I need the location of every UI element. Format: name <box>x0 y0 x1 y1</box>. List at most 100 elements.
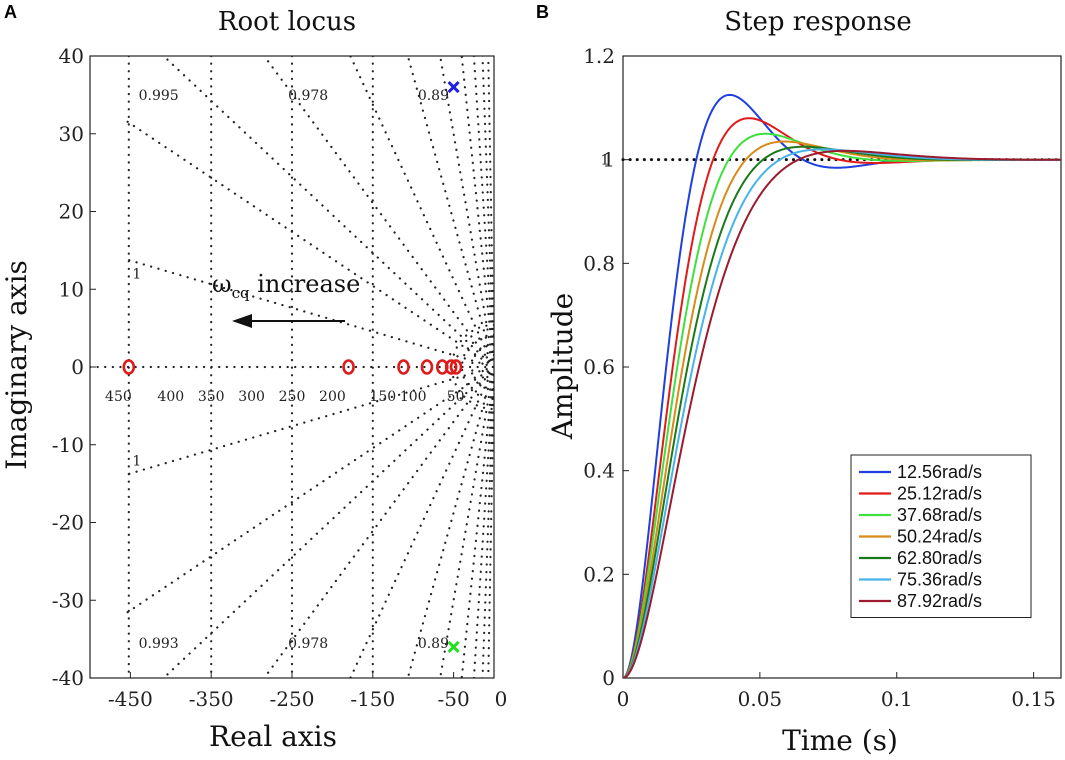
damping-ray-8-1 <box>439 365 494 678</box>
y-tick-label-0: 40 <box>59 44 84 68</box>
damping-label-2: 0.89 <box>418 88 449 104</box>
pole-marker-1 <box>447 640 460 653</box>
zero-marker-1 <box>342 359 355 375</box>
damping-ray-12-0 <box>487 56 494 369</box>
damping-ray-4-0 <box>162 56 494 369</box>
panel-b-label: B <box>536 2 549 22</box>
step-response-legend: 12.56rad/s25.12rad/s37.68rad/s50.24rad/s… <box>850 454 1032 618</box>
damping-ray-5-1 <box>262 365 494 678</box>
svg-text:ωcq increase: ωcq increase <box>212 270 360 302</box>
damping-ray-6-0 <box>349 56 494 369</box>
damping-ray-5-0 <box>262 56 494 369</box>
root-locus-ylabel: Imaginary axis <box>0 260 33 470</box>
reference-label: 1 <box>601 153 610 169</box>
y-tick-label-4: 0 <box>71 355 84 379</box>
freq-label-50: 50 <box>447 389 465 405</box>
damping-ray-7-1 <box>406 365 494 678</box>
x-tick-label-1: -350 <box>189 687 234 711</box>
step-response-title: Step response <box>724 7 911 37</box>
series-line-6 <box>623 149 1061 678</box>
freq-label-350: 350 <box>198 389 225 405</box>
b-y-tick-label-4: 0.4 <box>583 459 615 483</box>
damping-ray-10-0 <box>472 56 494 369</box>
root-locus-xlabel: Real axis <box>209 720 337 753</box>
damping-label-4: 1 <box>132 453 141 469</box>
root-locus-axis-ticks: -450 -350 -250 -150 -50 0403020100-10-20-30-4… <box>52 44 508 711</box>
x-tick-label-2: -250 <box>270 687 315 711</box>
step-response-series <box>621 93 1063 678</box>
step-response-axis-ticks: 0 0.05 0.1 0.151.210.80.60.40.201 <box>583 44 1056 711</box>
b-x-tick-label-3: 0.15 <box>1011 687 1056 711</box>
b-y-tick-label-1: 1 <box>602 148 615 172</box>
zero-marker-3 <box>420 359 434 375</box>
x-tick-label-5: 0 <box>495 687 508 711</box>
damping-ray-9-1 <box>460 365 494 678</box>
y-tick-label-5: -10 <box>52 433 84 457</box>
pole-marker-0 <box>447 81 460 94</box>
b-y-tick-label-5: 0.2 <box>583 562 615 586</box>
zero-marker-5 <box>444 359 458 375</box>
damping-ray-2-0 <box>121 365 494 477</box>
damping-ray-0-0 <box>121 117 494 369</box>
freq-label-450: 450 <box>105 389 132 405</box>
damping-ray-3-0 <box>121 365 494 617</box>
y-tick-label-7: -30 <box>52 588 84 612</box>
damping-ray-11-1 <box>481 365 494 678</box>
step-response-xlabel: Time (s) <box>782 724 898 757</box>
b-y-tick-label-2: 0.8 <box>583 251 615 275</box>
damping-label-1: 0.978 <box>288 88 328 104</box>
y-tick-label-2: 20 <box>59 200 84 224</box>
root-locus-title: Root locus <box>218 7 356 37</box>
legend-label-4: 62.80rad/s <box>897 548 982 568</box>
freq-label-400: 400 <box>157 389 184 405</box>
legend-label-2: 37.68rad/s <box>897 505 982 525</box>
freq-label-150: 150 <box>369 389 396 405</box>
legend-label-0: 12.56rad/s <box>897 462 982 482</box>
omega-symbol: ω <box>212 270 232 298</box>
damping-ray-7-0 <box>406 56 494 369</box>
annotation-text: increase <box>250 270 361 298</box>
b-y-tick-label-0: 1.2 <box>583 44 615 68</box>
b-y-tick-label-3: 0.6 <box>583 355 615 379</box>
damping-label-6: 0.978 <box>288 636 328 652</box>
freq-label-300: 300 <box>238 389 265 405</box>
root-locus-grid <box>90 56 494 678</box>
freq-label-100: 100 <box>400 389 427 405</box>
zero-marker-0 <box>122 359 136 375</box>
damping-label-7: 0.89 <box>418 636 449 652</box>
damping-ray-4-1 <box>162 365 494 678</box>
b-x-tick-label-1: 0.05 <box>738 687 783 711</box>
zero-marker-6 <box>449 359 463 375</box>
damping-label-0: 0.995 <box>139 88 179 104</box>
damping-ray-8-0 <box>439 56 494 369</box>
freq-label-200: 200 <box>319 389 346 405</box>
legend-label-5: 75.36rad/s <box>897 570 982 590</box>
freq-arc-3 <box>450 323 494 411</box>
b-x-tick-label-0: 0 <box>617 687 630 711</box>
x-tick-label-4: -50 <box>437 687 469 711</box>
zero-marker-2 <box>397 359 410 375</box>
step-response-ylabel: Amplitude <box>546 293 579 440</box>
increase-annotation: ωcq increase <box>212 270 360 328</box>
y-tick-label-6: -20 <box>52 511 84 535</box>
damping-ray-10-1 <box>472 365 494 678</box>
b-x-tick-label-2: 0.1 <box>881 687 913 711</box>
y-tick-label-3: 10 <box>59 277 84 301</box>
freq-label-250: 250 <box>279 389 306 405</box>
x-tick-label-3: -150 <box>350 687 395 711</box>
y-tick-label-1: 30 <box>59 122 84 146</box>
damping-ray-9-0 <box>460 56 494 369</box>
damping-ray-11-0 <box>481 56 494 369</box>
damping-label-5: 0.993 <box>139 636 179 652</box>
damping-label-3: 1 <box>132 267 141 283</box>
legend-label-3: 50.24rad/s <box>897 527 982 547</box>
b-y-tick-label-6: 0 <box>602 666 615 690</box>
root-locus-marks <box>122 81 463 653</box>
panel-a-label: A <box>4 2 17 22</box>
legend-label-1: 25.12rad/s <box>897 484 982 504</box>
damping-ray-12-1 <box>487 365 494 678</box>
increase-arrow-head <box>232 314 252 328</box>
x-tick-label-0: -450 <box>108 687 153 711</box>
omega-subscript: cq <box>232 284 250 302</box>
